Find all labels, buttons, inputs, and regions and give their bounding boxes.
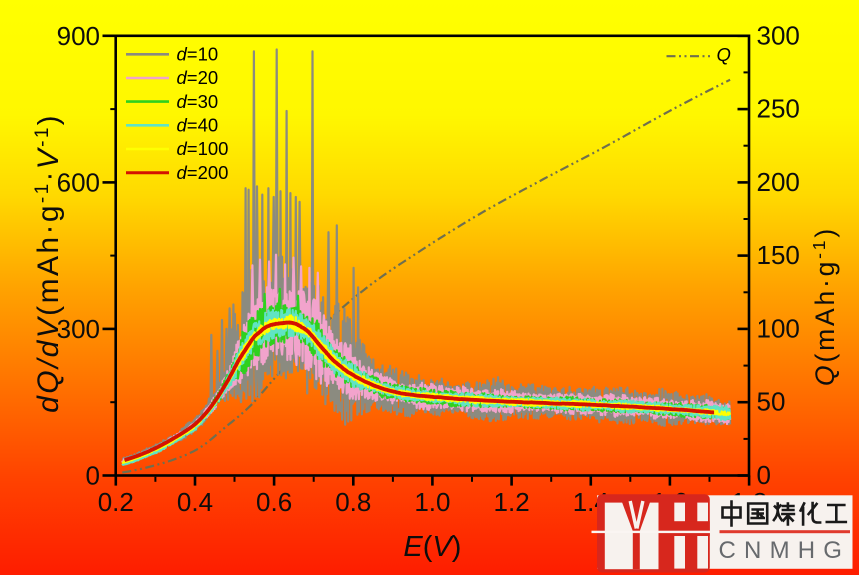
svg-text:E(V): E(V) (403, 531, 461, 563)
svg-text:200: 200 (757, 167, 800, 197)
svg-text:300: 300 (757, 20, 800, 50)
svg-text:d=20: d=20 (177, 67, 219, 88)
svg-text:d=200: d=200 (177, 162, 229, 183)
svg-text:0.4: 0.4 (177, 487, 213, 517)
svg-text:d=30: d=30 (177, 91, 219, 112)
svg-text:0.2: 0.2 (98, 487, 134, 517)
svg-text:CNMHG: CNMHG (719, 537, 851, 564)
svg-text:150: 150 (757, 240, 800, 270)
svg-text:0.6: 0.6 (256, 487, 292, 517)
svg-text:1.0: 1.0 (414, 487, 450, 517)
svg-text:300: 300 (57, 314, 100, 344)
svg-text:d=100: d=100 (177, 138, 229, 159)
svg-text:250: 250 (757, 94, 800, 124)
svg-text:600: 600 (57, 168, 100, 198)
svg-text:50: 50 (757, 387, 786, 417)
svg-text:1.2: 1.2 (494, 487, 530, 517)
svg-text:0.8: 0.8 (335, 487, 371, 517)
svg-text:0: 0 (757, 460, 771, 490)
svg-text:100: 100 (757, 313, 800, 343)
svg-text:Q: Q (717, 44, 731, 65)
svg-text:0: 0 (86, 461, 100, 491)
svg-text:d=40: d=40 (177, 115, 219, 136)
svg-text:dQ/dV(mAh·g-1·V-1): dQ/dV(mAh·g-1·V-1) (32, 113, 65, 413)
svg-text:900: 900 (57, 21, 100, 51)
svg-text:d=10: d=10 (177, 44, 219, 65)
